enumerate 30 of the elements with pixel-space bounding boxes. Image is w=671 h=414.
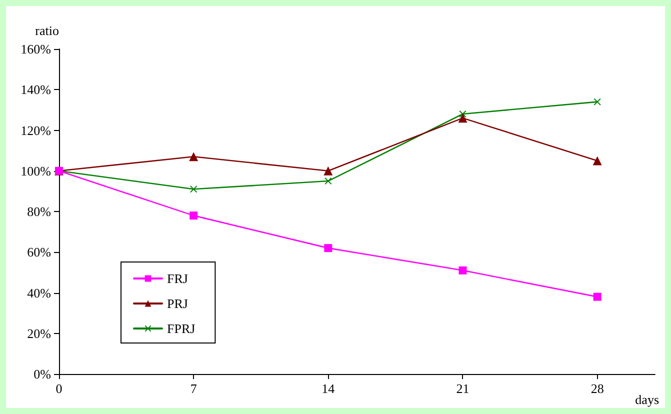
y-tick-label: 100% xyxy=(20,163,52,178)
point xyxy=(324,244,332,252)
point xyxy=(458,266,467,274)
legend-label: PRJ xyxy=(167,296,188,311)
y-tick-label: 40% xyxy=(27,285,52,300)
legend-label: FPRJ xyxy=(167,321,196,336)
point xyxy=(592,156,602,166)
point xyxy=(189,152,198,162)
x-tick-label: 14 xyxy=(322,381,336,396)
point xyxy=(458,114,468,123)
x-tick-label: 0 xyxy=(56,381,62,396)
point xyxy=(324,178,332,185)
point xyxy=(593,292,602,301)
y-tick-label: 80% xyxy=(27,204,52,219)
x-tick-label: 28 xyxy=(590,381,604,396)
point xyxy=(190,212,198,220)
y-tick-label: 120% xyxy=(20,122,52,138)
y-tick-label: 20% xyxy=(27,326,52,341)
point xyxy=(190,186,198,193)
y-tick-label: 60% xyxy=(27,244,52,260)
y-tick-label: 140% xyxy=(20,82,52,98)
legend-label: FRJ xyxy=(167,271,188,286)
x-tick-label: 21 xyxy=(456,381,470,396)
y-axis-title: ratio xyxy=(35,23,59,38)
y-tick-label: 160% xyxy=(20,42,52,56)
x-tick-label: 7 xyxy=(190,381,198,396)
point xyxy=(324,166,333,176)
x-axis-title: days xyxy=(635,392,660,407)
point xyxy=(594,98,601,106)
y-tick-label: 0% xyxy=(34,366,52,382)
